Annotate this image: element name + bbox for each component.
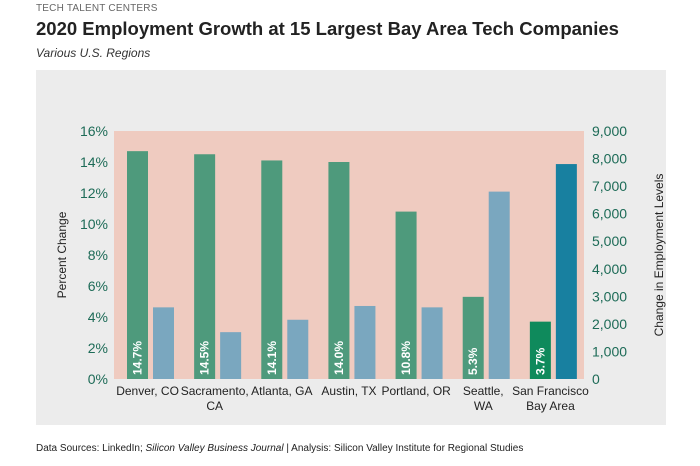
employment-bar xyxy=(555,164,577,379)
footer-sources: Data Sources: LinkedIn; xyxy=(36,443,146,454)
chart-footer: Data Sources: LinkedIn; Silicon Valley B… xyxy=(36,443,523,454)
y2-tick-label: 3,000 xyxy=(592,288,627,304)
category-label: Portland, OR xyxy=(381,384,451,398)
employment-bar xyxy=(421,307,443,379)
employment-bar xyxy=(488,191,510,379)
employment-bar xyxy=(220,332,242,379)
percent-bar xyxy=(127,151,148,379)
employment-bar xyxy=(287,319,309,379)
y2-tick-label: 4,000 xyxy=(592,261,627,277)
category-label: Austin, TX xyxy=(321,384,376,398)
y-tick-label: 6% xyxy=(88,278,108,294)
y2-tick-label: 2,000 xyxy=(592,316,627,332)
y-tick-label: 8% xyxy=(88,247,108,263)
y-tick-label: 16% xyxy=(80,123,108,139)
y2-tick-label: 8,000 xyxy=(592,151,627,167)
footer-analysis: | Analysis: Silicon Valley Institute for… xyxy=(283,443,524,454)
percent-bar xyxy=(395,211,417,379)
y-axis-label: Percent Change xyxy=(55,211,69,298)
percent-data-label: 5.3% xyxy=(466,347,480,375)
right-axis-ticks: 0 1,000 2,000 3,000 4,000 5,000 6,000 7,000 8,00… xyxy=(592,123,627,387)
y-tick-label: 12% xyxy=(80,185,108,201)
category-label: Atlanta, GA xyxy=(251,384,312,398)
category-label: Seattle, xyxy=(463,384,504,398)
percent-bar xyxy=(462,296,484,379)
category-label: WA xyxy=(474,399,493,413)
category-label: San Francisco xyxy=(512,384,589,398)
y2-tick-label: 9,000 xyxy=(592,123,627,139)
percent-data-label: 10.8% xyxy=(399,341,413,375)
y-tick-label: 2% xyxy=(88,340,108,356)
bar-chart: 14.7% 14.5% 14.1% 14.0% 10.8% 5.3% 3.7% 0% 2% 4%… xyxy=(55,123,666,413)
percent-data-label: 14.1% xyxy=(265,341,279,375)
left-axis-ticks: 0% 2% 4% 6% 8% 10% 12% 14% 16% xyxy=(80,123,108,387)
category-label: CA xyxy=(206,399,223,413)
chart-supertitle: TECH TALENT CENTERS xyxy=(36,3,158,14)
chart-title: 2020 Employment Growth at 15 Largest Bay… xyxy=(36,18,619,39)
y-tick-label: 14% xyxy=(80,154,108,170)
percent-bar xyxy=(194,154,216,379)
category-label: Denver, CO xyxy=(116,384,179,398)
footer-journal: Silicon Valley Business Journal xyxy=(145,443,284,454)
employment-bar xyxy=(153,307,174,379)
category-labels: Denver, CO Sacramento,CA Atlanta, GA Austin… xyxy=(116,384,589,413)
y-tick-label: 10% xyxy=(80,216,108,232)
percent-bar xyxy=(328,162,350,379)
category-label: Sacramento, xyxy=(181,384,249,398)
y2-tick-label: 0 xyxy=(592,371,600,387)
percent-data-label: 14.7% xyxy=(131,341,145,375)
category-label: Bay Area xyxy=(526,399,575,413)
y-tick-label: 0% xyxy=(88,371,108,387)
chart-subtitle: Various U.S. Regions xyxy=(36,46,151,60)
percent-bar xyxy=(261,160,283,379)
percent-bar xyxy=(529,321,551,379)
y2-tick-label: 5,000 xyxy=(592,233,627,249)
y2-tick-label: 6,000 xyxy=(592,206,627,222)
percent-data-label: 3.7% xyxy=(533,347,547,375)
y-tick-label: 4% xyxy=(88,309,108,325)
percent-data-label: 14.0% xyxy=(332,341,346,375)
y2-tick-label: 1,000 xyxy=(592,343,627,359)
y2-tick-label: 7,000 xyxy=(592,178,627,194)
employment-bar xyxy=(354,305,376,379)
bars-group: 14.7% 14.5% 14.1% 14.0% 10.8% 5.3% 3.7% xyxy=(127,151,577,379)
percent-data-label: 14.5% xyxy=(198,341,212,375)
y2-axis-label: Change in Employment Levels xyxy=(652,174,666,337)
